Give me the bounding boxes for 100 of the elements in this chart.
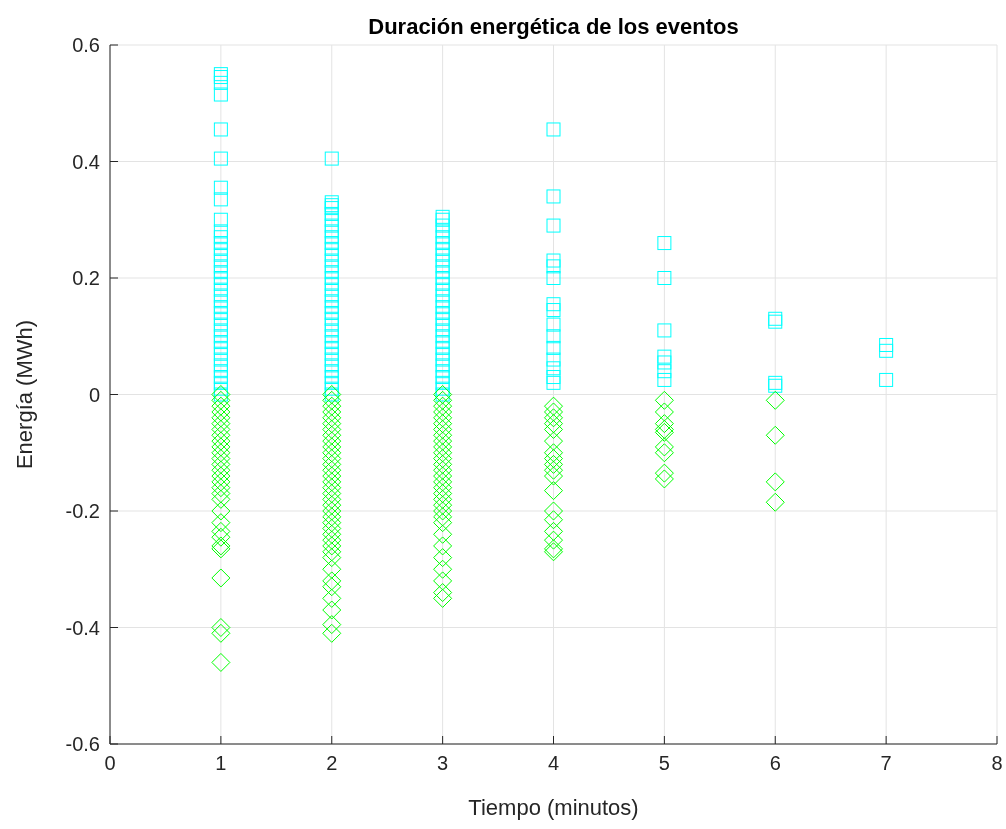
point [322,571,342,591]
point [435,265,450,280]
point [324,352,339,367]
point [657,364,672,379]
point [654,402,674,422]
point [544,402,563,422]
point [546,218,561,233]
point [213,340,228,355]
point [322,414,342,434]
point [765,492,785,512]
point [213,329,228,344]
point [324,236,339,251]
point [322,431,342,451]
point [322,501,342,521]
point [213,230,228,245]
point [546,329,561,344]
x-tick-label: 1 [215,752,227,774]
point [213,87,228,102]
point [211,390,231,410]
point [213,346,228,361]
point [213,276,228,291]
point [435,329,450,344]
point [322,472,342,492]
point [435,218,450,233]
point [879,372,894,387]
point [433,588,453,608]
point [324,253,339,268]
point [433,419,453,439]
point [546,361,561,376]
point [322,615,342,635]
point [433,437,453,457]
point [544,466,563,486]
point [213,180,228,195]
point [433,571,453,591]
point [322,548,342,568]
point [324,259,339,274]
point [435,358,450,373]
point [322,443,342,463]
point [213,323,228,338]
point [322,478,342,498]
point [433,478,453,498]
point [211,568,231,588]
point [546,253,561,268]
point [544,414,563,434]
point [433,466,453,486]
x-tick-label: 7 [880,752,892,774]
point [435,352,450,367]
x-tick-label: 6 [769,752,781,774]
point [433,414,453,434]
point [322,484,342,504]
point [211,527,231,547]
point [213,294,228,309]
point [324,317,339,332]
point [213,259,228,274]
point [211,521,231,541]
point [657,271,672,285]
point [324,346,339,361]
point [433,390,453,410]
point [322,460,342,480]
x-tick-label: 3 [437,752,449,774]
point [433,472,453,492]
point [433,402,453,422]
point [546,375,561,390]
point [435,224,450,239]
point [324,364,339,379]
point [322,390,342,410]
point [433,431,453,451]
y-tick-label: -0.4 [65,616,100,639]
point [433,536,453,556]
point [213,122,228,137]
point [213,75,228,90]
point [433,524,453,544]
point [546,122,561,137]
point [213,282,228,297]
point [433,408,453,428]
point [654,443,674,463]
point [435,364,450,379]
point [324,212,339,227]
point [433,449,453,469]
point [322,559,342,579]
point [435,236,450,251]
point [211,484,231,504]
y-tick-label: 0 [88,383,100,406]
x-tick-label: 4 [547,752,560,774]
point [322,419,342,439]
point [435,276,450,291]
point [433,484,453,504]
point [433,559,453,579]
point [546,317,561,332]
point [324,224,339,239]
point [211,652,231,672]
point [211,478,231,498]
point [211,402,231,422]
point [324,370,339,385]
point [544,419,563,439]
point [213,352,228,367]
point [324,265,339,280]
point [211,466,231,486]
point [433,454,453,474]
point [322,513,342,533]
